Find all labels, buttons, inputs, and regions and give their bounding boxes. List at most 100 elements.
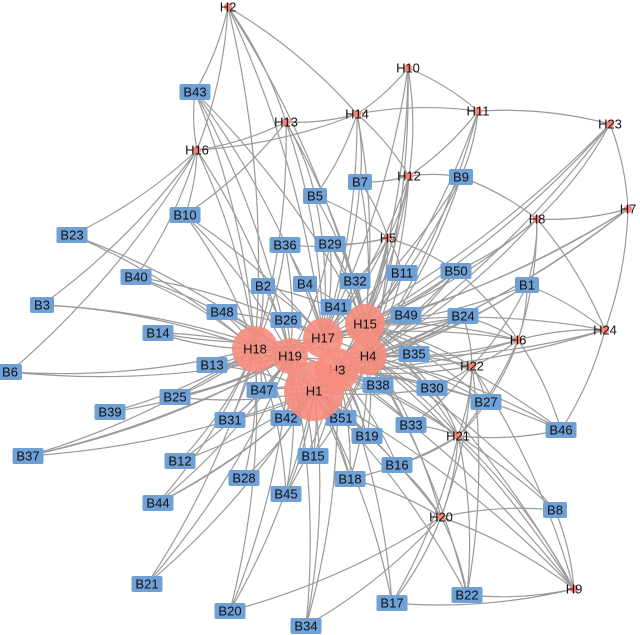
node: B31: [214, 412, 246, 428]
edge: [440, 516, 575, 590]
b-node-box: [179, 84, 211, 100]
h-node-circle: [514, 336, 522, 344]
b-node-box: [164, 453, 196, 469]
node-label: B39: [98, 404, 121, 419]
node-label: B40: [124, 269, 147, 284]
edge: [227, 6, 260, 350]
b-node-box: [142, 325, 174, 341]
node-label: B4: [297, 276, 313, 291]
node: B39: [94, 404, 126, 420]
node: B44: [142, 495, 174, 511]
edge: [367, 176, 462, 357]
h-node-circle: [570, 585, 578, 593]
b-node-box: [386, 265, 418, 281]
edge: [517, 339, 562, 431]
node: H23: [598, 116, 622, 131]
b-node-box: [228, 470, 260, 486]
node-label: H8: [529, 211, 546, 226]
b-node-box: [303, 188, 327, 204]
edge: [471, 365, 575, 590]
node: B49: [390, 307, 422, 323]
edge: [356, 67, 409, 115]
b-node-box: [196, 357, 228, 373]
h-node-circle: [224, 3, 232, 11]
node-label: B32: [343, 273, 366, 288]
node-label: B6: [2, 364, 18, 379]
node-label: H19: [278, 348, 302, 363]
edge: [457, 435, 471, 596]
edge: [196, 6, 229, 151]
node-label: B23: [60, 227, 83, 242]
b-node-box: [206, 304, 238, 320]
node: B20: [214, 603, 246, 619]
node-label: H20: [429, 509, 453, 524]
node: H8: [529, 211, 546, 226]
node: B26: [270, 312, 302, 328]
edge: [471, 284, 528, 367]
node-label: B34: [294, 618, 317, 633]
h-node-circle: [606, 120, 614, 128]
b-node-box: [290, 618, 322, 634]
edge: [194, 91, 366, 325]
node-label: B17: [380, 595, 403, 610]
edge: [457, 365, 473, 437]
node-label: H2: [220, 0, 237, 14]
node: B3: [30, 297, 54, 313]
node: B11: [386, 265, 418, 281]
edge: [407, 67, 414, 177]
node-label: H11: [467, 103, 490, 118]
h-node-circle: [437, 513, 445, 521]
node: B41: [320, 299, 352, 315]
b-node-box: [390, 307, 422, 323]
edge: [227, 6, 358, 115]
node-label: H18: [243, 341, 267, 356]
node: H12: [397, 168, 421, 183]
h-node-circle: [474, 107, 482, 115]
edge: [135, 276, 324, 339]
node: H2: [220, 0, 237, 14]
node: H20: [429, 509, 453, 524]
node: H7: [620, 201, 637, 216]
edge: [356, 106, 479, 115]
node: H24: [593, 322, 617, 337]
node-label: B22: [455, 587, 478, 602]
edge: [41, 149, 198, 306]
node: H6: [510, 332, 527, 347]
edge: [604, 208, 629, 331]
b-node-box: [30, 297, 54, 313]
b-node-box: [142, 495, 174, 511]
edge: [184, 214, 291, 357]
node: B45: [270, 486, 302, 502]
edge: [184, 121, 287, 216]
node-label: H10: [396, 60, 420, 75]
h-node-circle: [384, 234, 392, 242]
node-label: B7: [352, 174, 368, 189]
node: H18: [232, 326, 278, 372]
node: B10: [169, 207, 201, 223]
node: H5: [380, 230, 397, 245]
edge: [227, 6, 324, 339]
node-label: B33: [399, 417, 422, 432]
b-node-box: [451, 587, 483, 603]
h-node-circle: [193, 146, 201, 154]
node: B35: [398, 346, 430, 362]
b-node-box: [314, 236, 346, 252]
node: H15: [345, 304, 385, 344]
b-node-box: [270, 410, 302, 426]
node-label: B18: [338, 471, 361, 486]
edge: [364, 323, 575, 590]
b-node-box: [334, 471, 366, 487]
node-label: B25: [163, 389, 186, 404]
node: B36: [269, 237, 301, 253]
node: B24: [447, 308, 479, 324]
node: B1: [515, 277, 539, 293]
node: H22: [460, 358, 484, 373]
edge: [536, 208, 629, 220]
edge: [71, 149, 198, 236]
node-label: H15: [353, 316, 377, 331]
b-node-box: [169, 207, 201, 223]
edge: [9, 348, 256, 375]
b-node-box: [12, 448, 44, 464]
